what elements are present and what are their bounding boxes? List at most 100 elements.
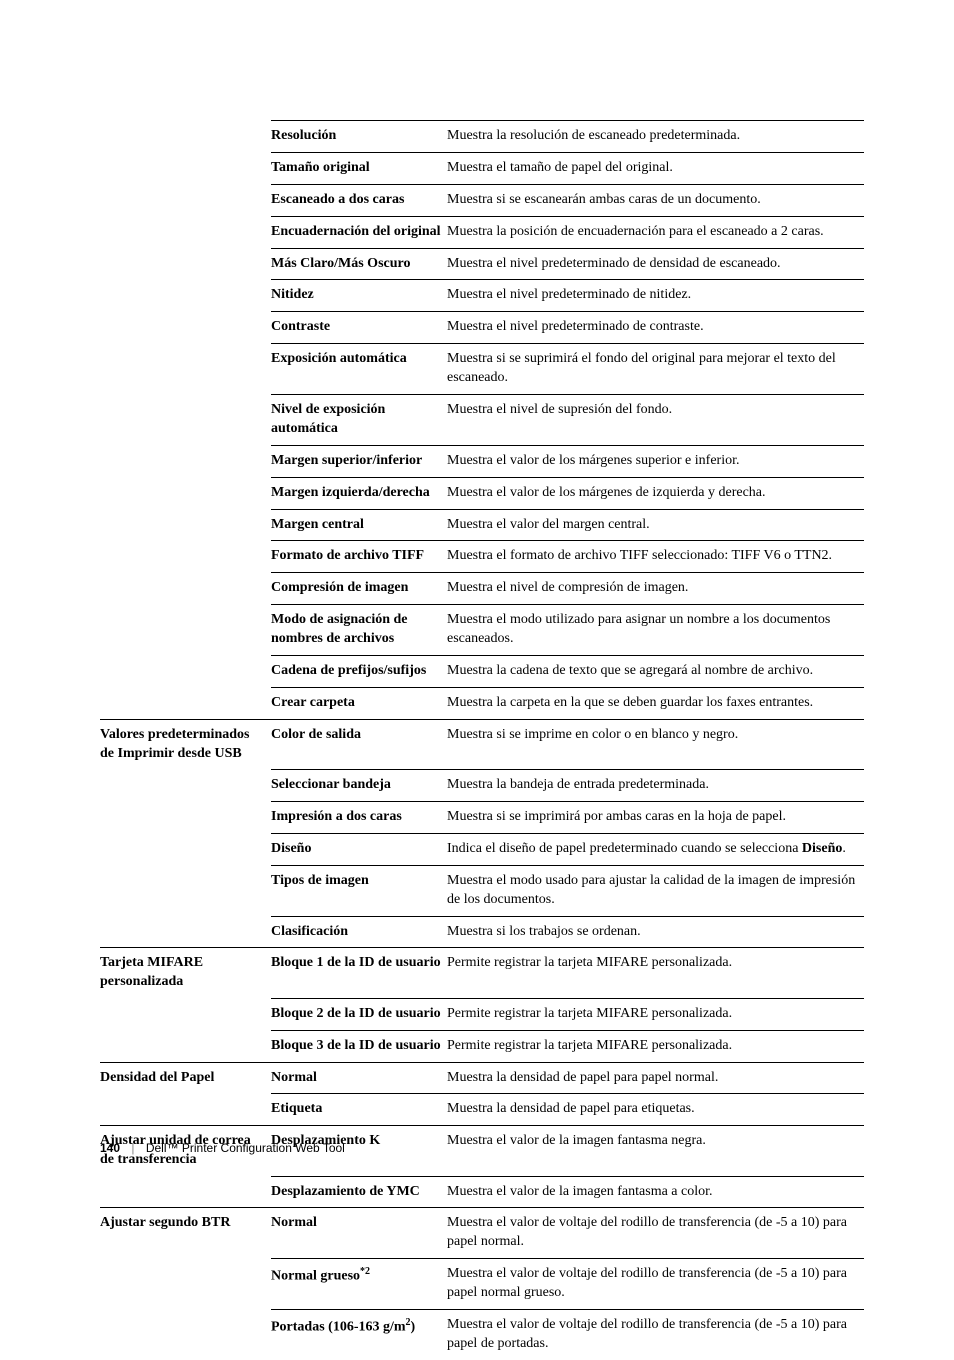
document-page: ResoluciónMuestra la resolución de escan… xyxy=(0,0,954,1235)
description-cell: Muestra el valor de la imagen fantasma n… xyxy=(447,1126,864,1176)
description-cell: Permite registrar la tarjeta MIFARE pers… xyxy=(447,1030,864,1062)
description-cell: Muestra el valor de los márgenes superio… xyxy=(447,445,864,477)
description-cell: Muestra el nivel de compresión de imagen… xyxy=(447,573,864,605)
category-cell xyxy=(100,770,271,802)
table-row: Valores predeterminados de Imprimir desd… xyxy=(100,719,864,769)
setting-name-cell: Normal grueso*2 xyxy=(271,1259,447,1310)
description-cell: Permite registrar la tarjeta MIFARE pers… xyxy=(447,998,864,1030)
category-cell xyxy=(100,541,271,573)
setting-name-cell: Compresión de imagen xyxy=(271,573,447,605)
table-row: DiseñoIndica el diseño de papel predeter… xyxy=(100,833,864,865)
setting-name-cell: Modo de asignación de nombres de archivo… xyxy=(271,605,447,656)
setting-name-cell: Resolución xyxy=(271,121,447,153)
settings-table: ResoluciónMuestra la resolución de escan… xyxy=(100,120,864,1360)
category-cell xyxy=(100,344,271,395)
table-row: Tarjeta MIFARE personalizadaBloque 1 de … xyxy=(100,948,864,998)
description-cell: Muestra el modo usado para ajustar la ca… xyxy=(447,865,864,916)
category-cell xyxy=(100,1259,271,1310)
category-cell xyxy=(100,656,271,688)
description-cell: Muestra si se imprimirá por ambas caras … xyxy=(447,801,864,833)
table-row: Formato de archivo TIFFMuestra el format… xyxy=(100,541,864,573)
setting-name-cell: Impresión a dos caras xyxy=(271,801,447,833)
setting-name-cell: Exposición automática xyxy=(271,344,447,395)
description-cell: Muestra la bandeja de entrada predetermi… xyxy=(447,770,864,802)
category-cell xyxy=(100,833,271,865)
setting-name-cell: Seleccionar bandeja xyxy=(271,770,447,802)
category-cell: Densidad del Papel xyxy=(100,1062,271,1094)
category-cell xyxy=(100,395,271,446)
category-cell xyxy=(100,1176,271,1208)
table-row: Portadas (106-163 g/m2)Muestra el valor … xyxy=(100,1310,864,1360)
table-row: ResoluciónMuestra la resolución de escan… xyxy=(100,121,864,153)
category-cell xyxy=(100,687,271,719)
setting-name-cell: Desplazamiento de YMC xyxy=(271,1176,447,1208)
setting-name-cell: Normal xyxy=(271,1208,447,1259)
setting-name-cell: Nitidez xyxy=(271,280,447,312)
page-footer: 140 | Dell™ Printer Configuration Web To… xyxy=(100,1141,345,1155)
table-row: Encuadernación del originalMuestra la po… xyxy=(100,216,864,248)
setting-name-cell: Clasificación xyxy=(271,916,447,948)
category-cell xyxy=(100,312,271,344)
category-cell xyxy=(100,509,271,541)
table-row: Bloque 3 de la ID de usuarioPermite regi… xyxy=(100,1030,864,1062)
setting-name-cell: Margen central xyxy=(271,509,447,541)
category-cell xyxy=(100,248,271,280)
description-cell: Muestra si se suprimirá el fondo del ori… xyxy=(447,344,864,395)
setting-name-cell: Normal xyxy=(271,1062,447,1094)
description-cell: Muestra el nivel predeterminado de contr… xyxy=(447,312,864,344)
setting-name-cell: Bloque 3 de la ID de usuario xyxy=(271,1030,447,1062)
description-cell: Muestra la carpeta en la que se deben gu… xyxy=(447,687,864,719)
table-row: NitidezMuestra el nivel predeterminado d… xyxy=(100,280,864,312)
category-cell xyxy=(100,1094,271,1126)
category-cell xyxy=(100,477,271,509)
category-cell xyxy=(100,801,271,833)
table-row: Nivel de exposición automáticaMuestra el… xyxy=(100,395,864,446)
description-cell: Muestra la densidad de papel para papel … xyxy=(447,1062,864,1094)
table-row: Bloque 2 de la ID de usuarioPermite regi… xyxy=(100,998,864,1030)
description-cell: Muestra la posición de encuadernación pa… xyxy=(447,216,864,248)
table-row: Más Claro/Más OscuroMuestra el nivel pre… xyxy=(100,248,864,280)
description-cell: Muestra el tamaño de papel del original. xyxy=(447,152,864,184)
description-cell: Muestra el valor de la imagen fantasma a… xyxy=(447,1176,864,1208)
description-cell: Permite registrar la tarjeta MIFARE pers… xyxy=(447,948,864,998)
setting-name-cell: Escaneado a dos caras xyxy=(271,184,447,216)
description-cell: Muestra el nivel predeterminado de nitid… xyxy=(447,280,864,312)
table-row: Margen superior/inferiorMuestra el valor… xyxy=(100,445,864,477)
description-cell: Muestra el nivel predeterminado de densi… xyxy=(447,248,864,280)
setting-name-cell: Más Claro/Más Oscuro xyxy=(271,248,447,280)
category-cell xyxy=(100,121,271,153)
table-row: Cadena de prefijos/sufijosMuestra la cad… xyxy=(100,656,864,688)
category-cell: Valores predeterminados de Imprimir desd… xyxy=(100,719,271,769)
table-row: Densidad del PapelNormalMuestra la densi… xyxy=(100,1062,864,1094)
setting-name-cell: Margen superior/inferior xyxy=(271,445,447,477)
category-cell xyxy=(100,280,271,312)
description-cell: Muestra el valor de voltaje del rodillo … xyxy=(447,1310,864,1360)
description-cell: Muestra si se imprime en color o en blan… xyxy=(447,719,864,769)
table-row: Desplazamiento de YMCMuestra el valor de… xyxy=(100,1176,864,1208)
table-row: Margen centralMuestra el valor del marge… xyxy=(100,509,864,541)
category-cell: Ajustar segundo BTR xyxy=(100,1208,271,1259)
category-cell xyxy=(100,1030,271,1062)
category-cell xyxy=(100,573,271,605)
table-row: Impresión a dos carasMuestra si se impri… xyxy=(100,801,864,833)
description-cell: Muestra el valor de los márgenes de izqu… xyxy=(447,477,864,509)
category-cell xyxy=(100,916,271,948)
category-cell: Tarjeta MIFARE personalizada xyxy=(100,948,271,998)
setting-name-cell: Tipos de imagen xyxy=(271,865,447,916)
table-row: Tipos de imagenMuestra el modo usado par… xyxy=(100,865,864,916)
category-cell xyxy=(100,865,271,916)
description-cell: Muestra la cadena de texto que se agrega… xyxy=(447,656,864,688)
setting-name-cell: Color de salida xyxy=(271,719,447,769)
setting-name-cell: Crear carpeta xyxy=(271,687,447,719)
table-row: Crear carpetaMuestra la carpeta en la qu… xyxy=(100,687,864,719)
description-cell: Muestra la resolución de escaneado prede… xyxy=(447,121,864,153)
category-cell xyxy=(100,152,271,184)
description-cell: Muestra la densidad de papel para etique… xyxy=(447,1094,864,1126)
table-row: EtiquetaMuestra la densidad de papel par… xyxy=(100,1094,864,1126)
table-row: Escaneado a dos carasMuestra si se escan… xyxy=(100,184,864,216)
setting-name-cell: Cadena de prefijos/sufijos xyxy=(271,656,447,688)
description-cell: Muestra el valor del margen central. xyxy=(447,509,864,541)
description-cell: Muestra el modo utilizado para asignar u… xyxy=(447,605,864,656)
setting-name-cell: Etiqueta xyxy=(271,1094,447,1126)
setting-name-cell: Formato de archivo TIFF xyxy=(271,541,447,573)
